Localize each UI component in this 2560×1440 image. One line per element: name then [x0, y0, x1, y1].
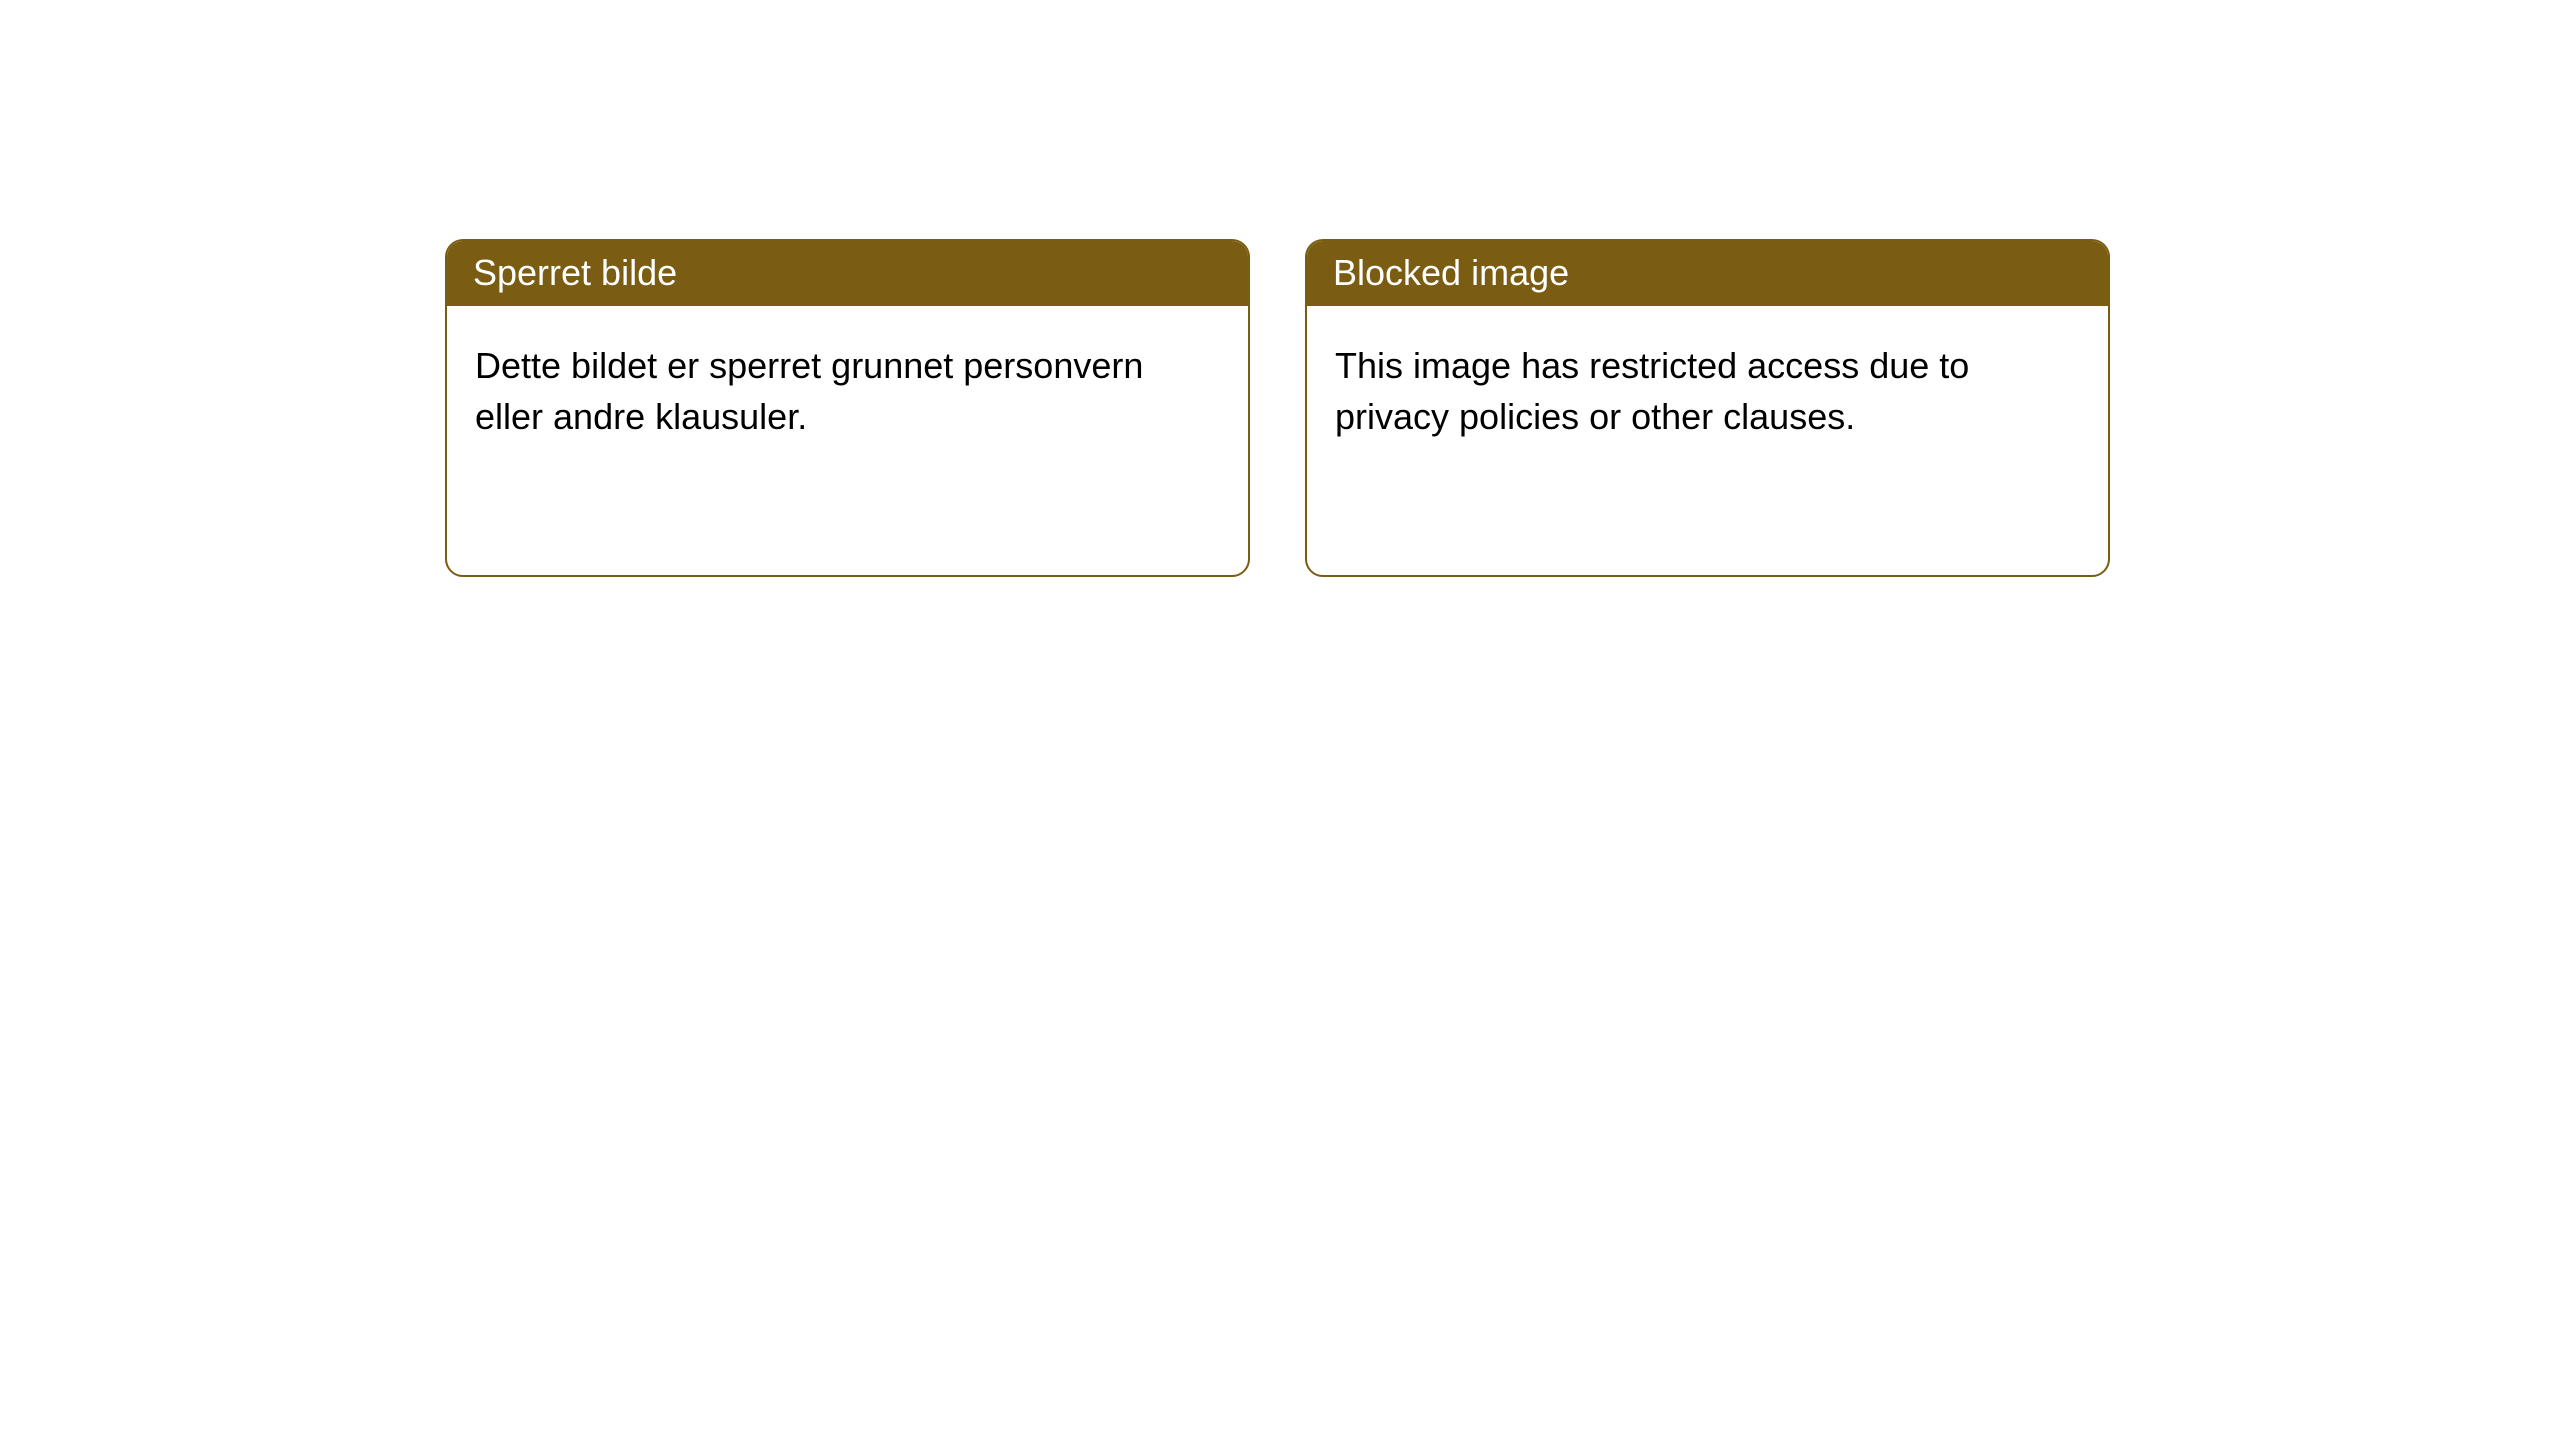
- notice-body-english: This image has restricted access due to …: [1307, 306, 2108, 476]
- notice-box-english: Blocked image This image has restricted …: [1305, 239, 2110, 577]
- notice-box-norwegian: Sperret bilde Dette bildet er sperret gr…: [445, 239, 1250, 577]
- notice-body-norwegian: Dette bildet er sperret grunnet personve…: [447, 306, 1248, 476]
- notice-header-english: Blocked image: [1307, 241, 2108, 306]
- notice-header-norwegian: Sperret bilde: [447, 241, 1248, 306]
- notice-container: Sperret bilde Dette bildet er sperret gr…: [445, 239, 2110, 577]
